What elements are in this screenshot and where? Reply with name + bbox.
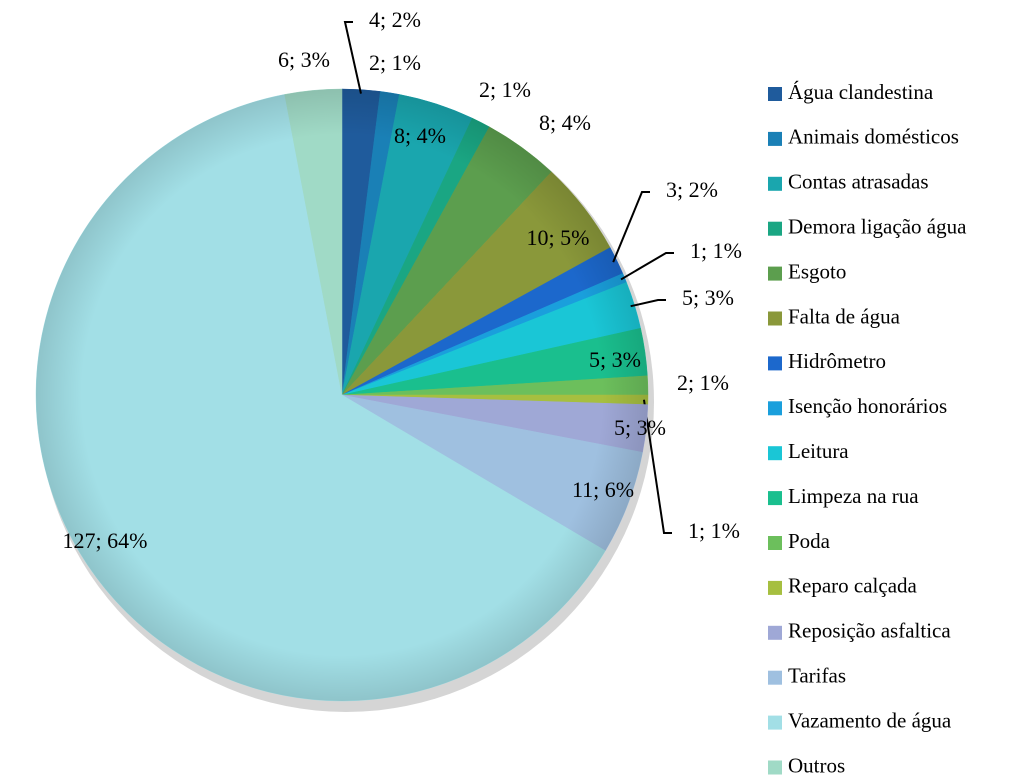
legend-swatch <box>768 446 782 461</box>
leader-line <box>642 399 672 534</box>
legend-swatch <box>768 760 782 775</box>
data-label: 2; 1% <box>369 50 421 75</box>
pie-shade <box>36 89 648 701</box>
data-label: 1; 1% <box>688 518 740 543</box>
leader-line <box>612 191 650 263</box>
leader-line <box>630 299 666 308</box>
legend-label: Reparo calçada <box>788 574 918 598</box>
legend-swatch <box>768 401 782 416</box>
legend-label: Poda <box>788 529 831 553</box>
legend-swatch <box>768 625 782 640</box>
legend-swatch <box>768 266 782 281</box>
legend-label: Água clandestina <box>788 80 934 104</box>
data-label: 2; 1% <box>479 77 531 102</box>
legend-label: Limpeza na rua <box>788 484 919 508</box>
legend-swatch <box>768 491 782 506</box>
legend-label: Tarifas <box>788 664 846 688</box>
legend-label: Demora ligação água <box>788 215 967 239</box>
legend-label: Esgoto <box>788 259 846 283</box>
legend-swatch <box>768 131 782 146</box>
legend-swatch <box>768 87 782 101</box>
legend-swatch <box>768 356 782 371</box>
legend-label: Falta de água <box>788 304 901 328</box>
legend-swatch <box>768 311 782 326</box>
leader-line <box>343 21 362 94</box>
data-label: 5; 3% <box>682 285 734 310</box>
legend-swatch <box>768 176 782 191</box>
legend-swatch <box>768 536 782 550</box>
data-label: 6; 3% <box>278 47 330 72</box>
legend-label: Isenção honorários <box>788 394 947 418</box>
legend-swatch <box>768 670 782 685</box>
legend-swatch <box>768 715 782 730</box>
legend-swatch <box>768 221 782 236</box>
legend-label: Reposição asfaltica <box>788 619 951 643</box>
leader-line <box>620 252 674 281</box>
legend-label: Leitura <box>788 439 849 463</box>
legend-label: Animais domésticos <box>788 125 959 149</box>
legend-label: Vazamento de água <box>788 708 952 732</box>
data-label: 3; 2% <box>666 177 718 202</box>
legend-swatch <box>768 580 782 595</box>
data-label: 8; 4% <box>539 110 591 135</box>
legend-label: Outros <box>788 753 845 777</box>
data-label: 2; 1% <box>677 370 729 395</box>
legend-label: Hidrômetro <box>788 349 886 373</box>
data-label: 4; 2% <box>369 7 421 32</box>
legend-label: Contas atrasadas <box>788 170 929 194</box>
data-label: 1; 1% <box>690 238 742 263</box>
